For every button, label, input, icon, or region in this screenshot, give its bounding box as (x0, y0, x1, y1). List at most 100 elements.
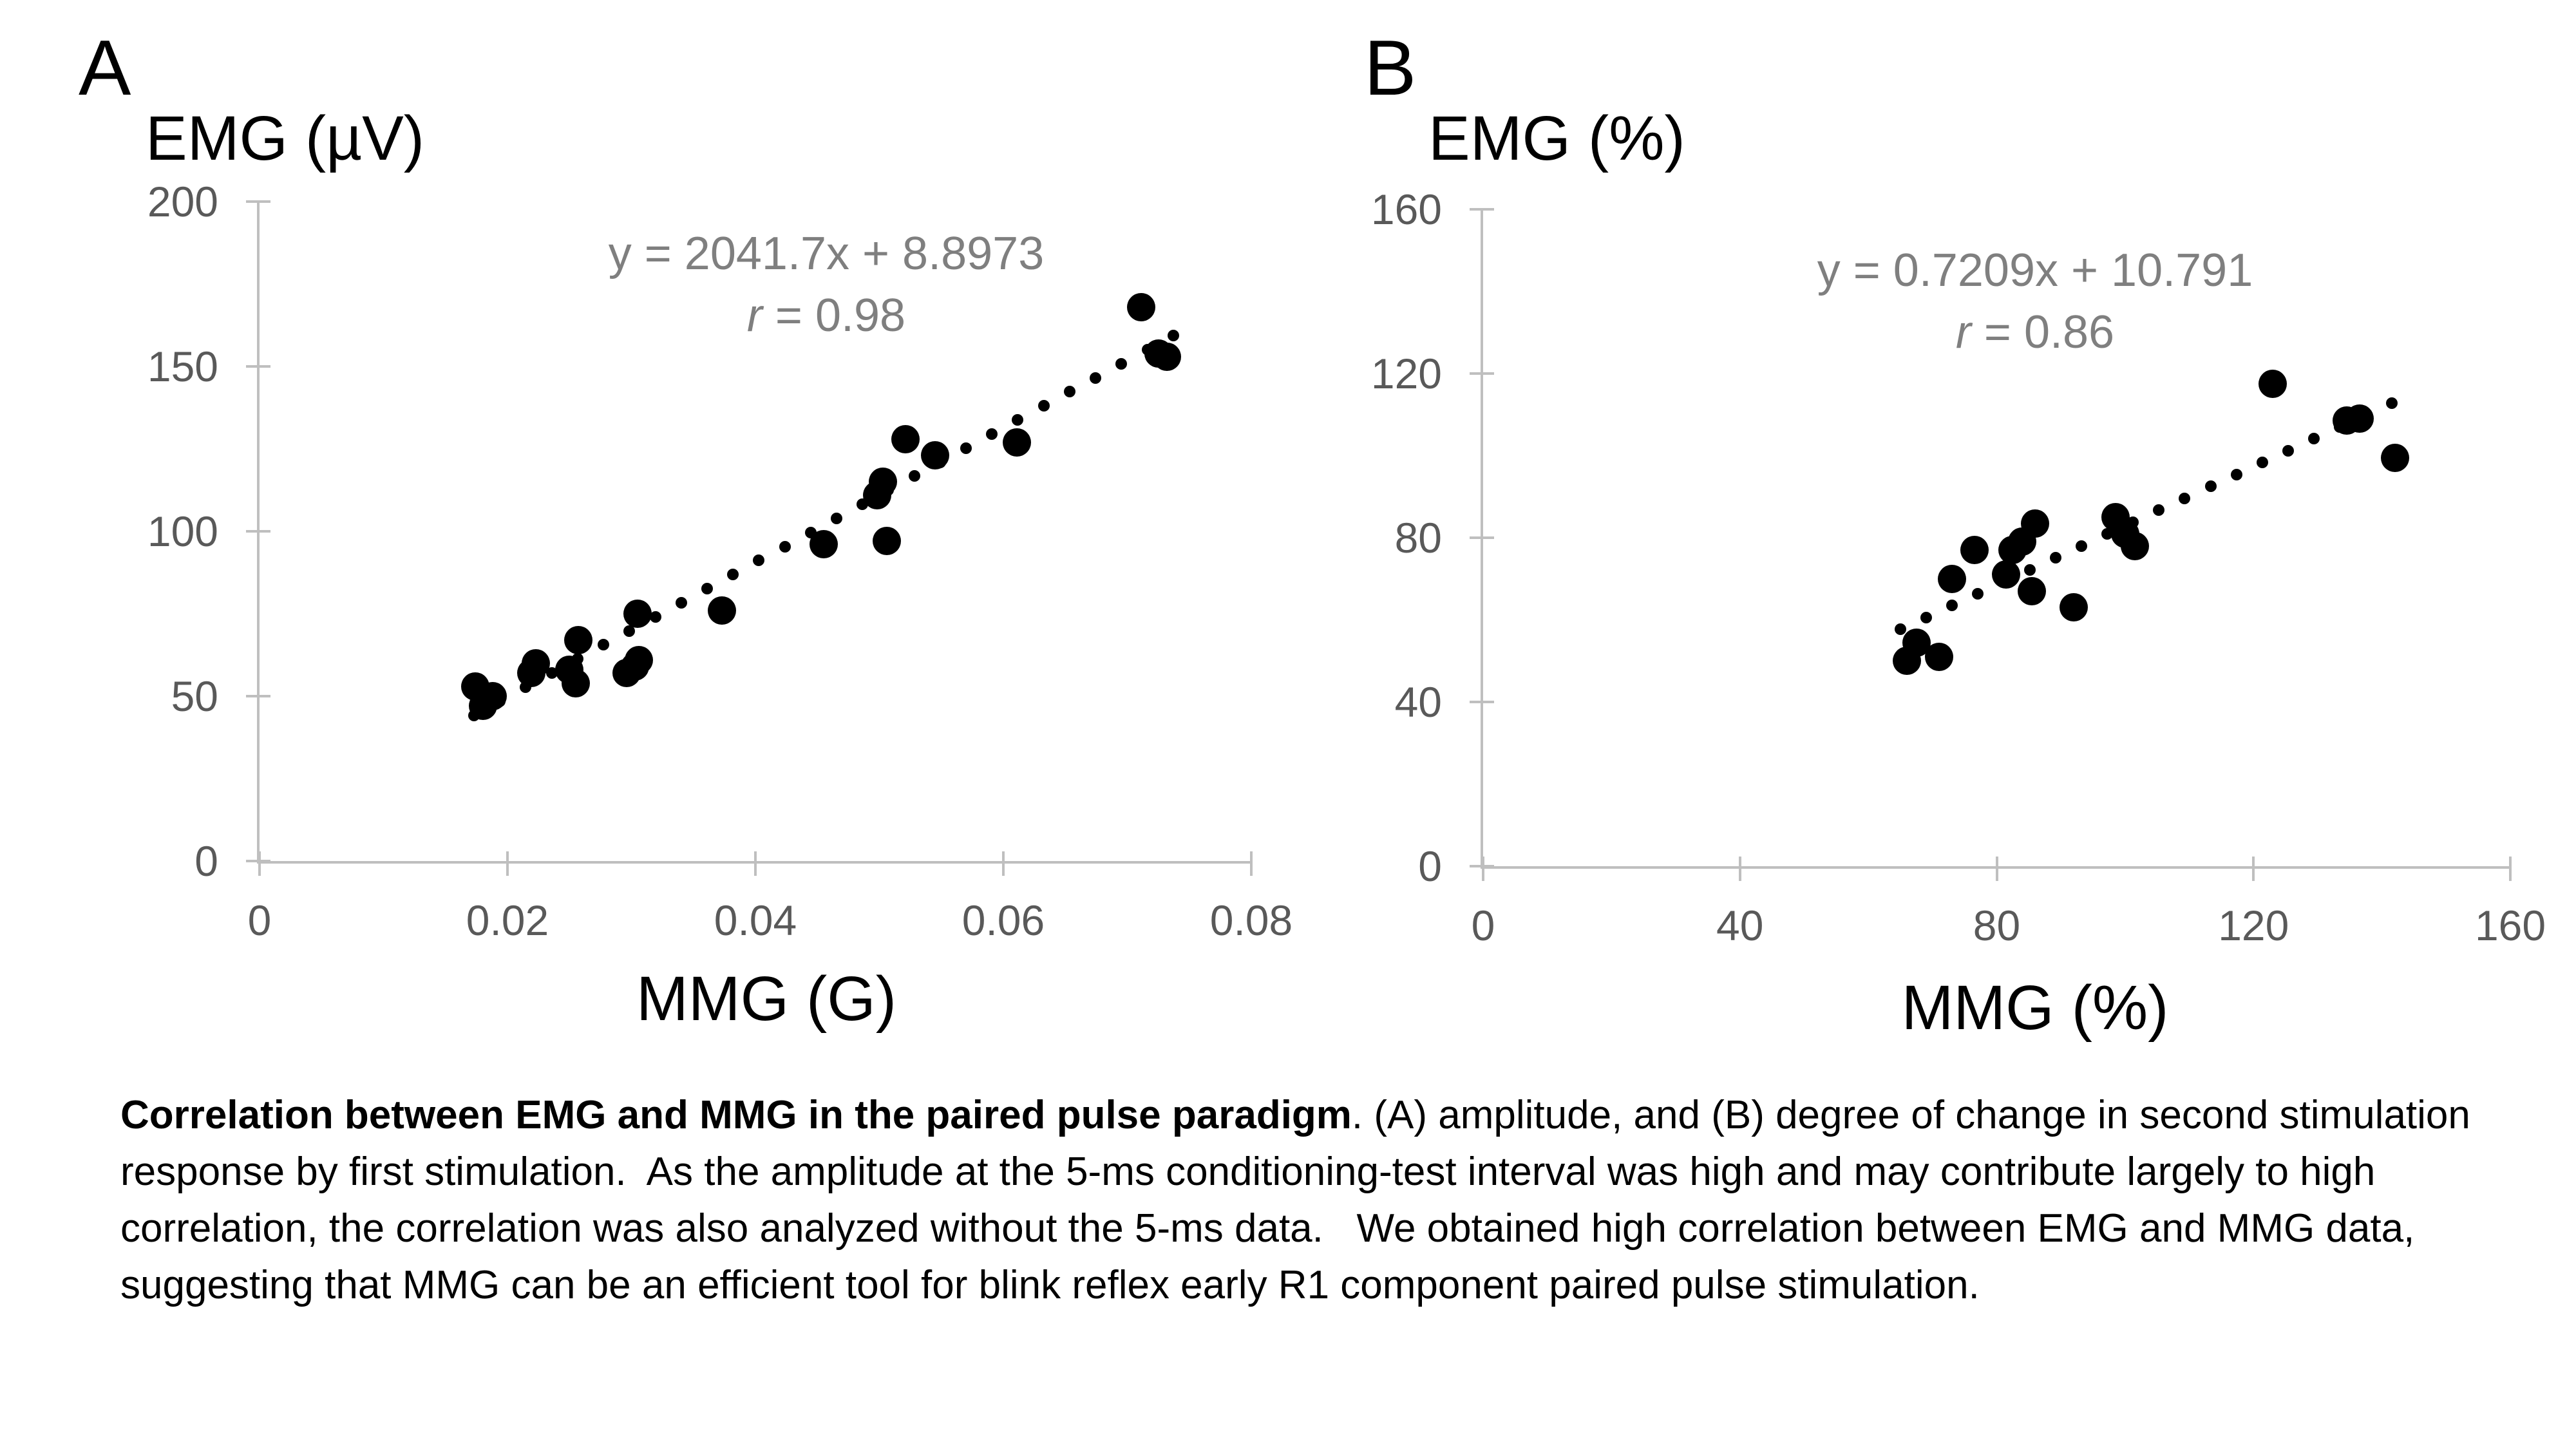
data-point (623, 600, 652, 628)
x-axis-tick-label: 80 (1973, 902, 2021, 949)
trendline-dot (2282, 444, 2295, 457)
y-axis-tick-label: 120 (1370, 350, 1442, 397)
trendline-dot (701, 583, 713, 595)
panel-b-y-axis-title: EMG (%) (1428, 103, 1685, 173)
panel-a-letter: A (79, 24, 131, 111)
trendline-dot (1090, 372, 1102, 384)
x-axis-tick-mark (1995, 857, 1998, 881)
trendline-dot (1037, 400, 1050, 412)
data-point (2060, 593, 2088, 622)
trendline-dot (623, 625, 636, 637)
data-point (2021, 509, 2050, 538)
figure-caption: Correlation between EMG and MMG in the p… (120, 1087, 2477, 1314)
trendline-dot (2256, 457, 2268, 469)
data-point (1992, 560, 2021, 589)
panel-b: B EMG (%) y = 0.7209x + 10.791 r = 0.86 … (1288, 0, 2576, 1095)
trendline-dot (2204, 480, 2217, 493)
trendline-dot (649, 611, 661, 623)
x-axis-tick-label: 0.04 (714, 896, 797, 944)
trendline-dot (2179, 492, 2191, 504)
y-axis-tick-mark (246, 530, 270, 533)
trendline-dot (2308, 433, 2320, 445)
data-point (809, 530, 838, 559)
trendline-dot (986, 428, 998, 440)
x-axis-tick-label: 160 (2474, 902, 2546, 949)
y-axis-tick-label: 40 (1394, 678, 1442, 726)
x-axis-tick-mark (1002, 851, 1005, 876)
data-point (1003, 428, 1032, 457)
data-point (2259, 369, 2287, 398)
trendline-dot (1115, 357, 1128, 370)
trendline-dot (598, 639, 610, 651)
data-point (1126, 292, 1155, 321)
y-axis-tick-mark (1470, 701, 1494, 703)
y-axis-tick-mark (246, 200, 270, 203)
x-axis-tick-mark (2509, 857, 2512, 881)
trendline-dot (1946, 600, 1958, 612)
data-point (2380, 443, 2409, 472)
data-point (1153, 342, 1182, 371)
y-axis-tick-label: 50 (171, 672, 218, 720)
trendline-dot (1012, 414, 1024, 426)
panel-a: A EMG (µV) y = 2041.7x + 8.8973 r = 0.98… (0, 0, 1293, 1095)
panel-b-plot-area: 0 40 80 120 160 0 40 80 120 160 (1371, 185, 2546, 949)
panel-a-r-value: r = 0.98 (746, 290, 906, 341)
trendline-dot (2023, 564, 2036, 576)
y-axis-tick-label: 100 (147, 507, 218, 555)
data-point (478, 682, 507, 710)
panel-a-plot-area: 0 50 100 150 200 0 0.02 0.04 0.06 0.08 (147, 178, 1293, 944)
y-axis-tick-label: 0 (194, 837, 218, 885)
trendline-dot (2385, 397, 2398, 409)
data-point (891, 424, 920, 453)
trendline-dot (545, 667, 558, 679)
data-point (921, 441, 950, 470)
x-axis-tick-label: 0.02 (466, 896, 549, 944)
panel-b-x-axis-title: MMG (%) (1901, 972, 2169, 1043)
x-axis-tick-mark (1482, 857, 1484, 881)
panel-b-regression-annotation: y = 0.7209x + 10.791 r = 0.86 (1584, 240, 2486, 363)
y-axis-tick-label: 80 (1394, 514, 1442, 562)
x-axis-tick-label: 0 (247, 896, 272, 944)
x-axis-tick-label: 0.06 (961, 896, 1045, 944)
y-axis-tick-mark (246, 365, 270, 368)
data-point (1960, 536, 1989, 565)
y-axis-tick-mark (1470, 208, 1494, 211)
trendline-dot (908, 470, 920, 482)
trendline-dot (1167, 330, 1179, 342)
trendline-dot (1063, 386, 1075, 398)
trendline-dot (2075, 540, 2087, 552)
trendline-dot (2049, 552, 2061, 564)
panel-b-letter: B (1364, 24, 1417, 111)
panel-a-x-axis-title: MMG (G) (636, 963, 897, 1034)
y-axis-tick-mark (246, 695, 270, 697)
x-axis-tick-mark (1738, 857, 1741, 881)
data-point (708, 596, 737, 625)
data-point (1937, 564, 1966, 593)
x-axis-tick-label: 120 (2218, 902, 2289, 949)
panel-a-regression-annotation: y = 2041.7x + 8.8973 r = 0.98 (375, 223, 1277, 346)
data-point (2120, 531, 2149, 560)
trendline-dot (727, 569, 739, 581)
x-axis-tick-label: 0 (1471, 902, 1495, 949)
data-point (522, 649, 551, 677)
trendline-dot (830, 512, 842, 524)
panel-b-equation: y = 0.7209x + 10.791 (1817, 245, 2253, 296)
trendline-dot (1972, 587, 1984, 600)
trendline-dot (779, 540, 791, 553)
data-point (625, 645, 654, 674)
figure-caption-body: . (A) amplitude, and (B) degree of chang… (120, 1093, 2482, 1307)
data-point (873, 527, 902, 556)
x-axis-tick-mark (258, 851, 261, 876)
trendline-dot (1894, 623, 1906, 636)
y-axis-tick-label: 150 (147, 343, 218, 390)
data-point (564, 625, 592, 654)
y-axis-tick-label: 160 (1370, 185, 1442, 233)
x-axis-tick-mark (506, 851, 509, 876)
panel-b-r-value: r = 0.86 (1955, 307, 2115, 358)
y-axis-tick-mark (1470, 372, 1494, 375)
x-axis-tick-label: 40 (1716, 902, 1764, 949)
panel-a-y-axis-title: EMG (µV) (146, 103, 425, 173)
x-axis-tick-label: 0.08 (1209, 896, 1293, 944)
trendline-dot (2153, 504, 2165, 516)
trendline-dot (1920, 611, 1933, 623)
